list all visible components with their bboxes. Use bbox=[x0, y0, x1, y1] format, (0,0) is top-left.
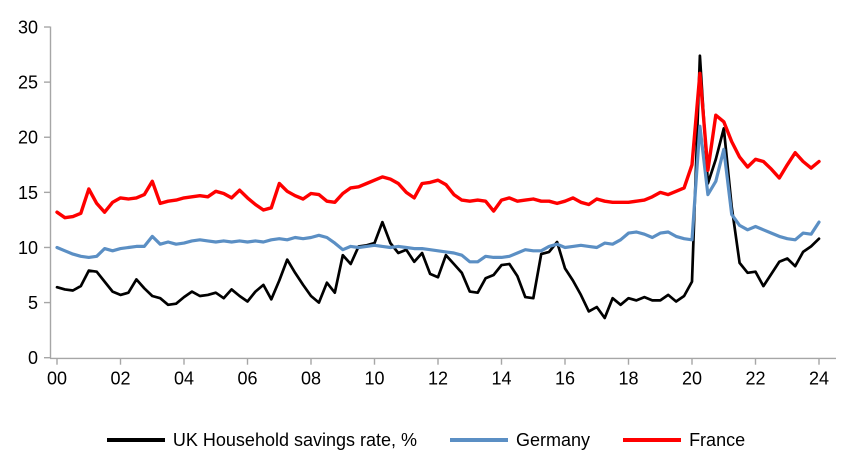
france-line-swatch-icon bbox=[623, 438, 682, 442]
y-tick-label: 20 bbox=[18, 128, 38, 148]
legend-item-uk: UK Household savings rate, % bbox=[106, 429, 418, 451]
y-tick-label: 5 bbox=[28, 293, 38, 313]
legend-item-france: France bbox=[623, 430, 745, 451]
x-tick-label: 10 bbox=[364, 369, 384, 389]
legend-label-germany: Germany bbox=[516, 429, 591, 450]
series-line-0 bbox=[55, 54, 821, 320]
legend: UK Household savings rate, % Germany Fra… bbox=[0, 423, 852, 457]
y-tick-label: 10 bbox=[18, 238, 38, 258]
y-tick-label: 15 bbox=[18, 183, 38, 203]
series-line-2 bbox=[55, 71, 821, 220]
x-tick-label: 24 bbox=[809, 369, 829, 389]
x-tick-label: 16 bbox=[555, 369, 575, 389]
x-tick-label: 20 bbox=[682, 369, 702, 389]
germany-line-swatch-icon bbox=[450, 438, 509, 442]
x-tick-label: 08 bbox=[301, 369, 321, 389]
x-tick-label: 02 bbox=[110, 369, 130, 389]
series-line-1 bbox=[55, 124, 821, 264]
x-tick-label: 22 bbox=[745, 369, 765, 389]
x-tick-label: 18 bbox=[618, 369, 638, 389]
legend-label-uk: UK Household savings rate, % bbox=[172, 429, 418, 450]
y-tick-label: 30 bbox=[18, 18, 38, 38]
x-tick-label: 12 bbox=[428, 369, 448, 389]
x-tick-label: 00 bbox=[47, 369, 67, 389]
uk-line-swatch-icon bbox=[106, 438, 165, 442]
x-tick-label: 14 bbox=[491, 369, 511, 389]
legend-label-france: France bbox=[689, 429, 746, 450]
y-tick-label: 0 bbox=[28, 348, 38, 368]
x-tick-label: 04 bbox=[174, 369, 194, 389]
y-tick-label: 25 bbox=[18, 73, 38, 93]
legend-item-germany: Germany bbox=[450, 430, 590, 451]
x-tick-label: 06 bbox=[237, 369, 257, 389]
